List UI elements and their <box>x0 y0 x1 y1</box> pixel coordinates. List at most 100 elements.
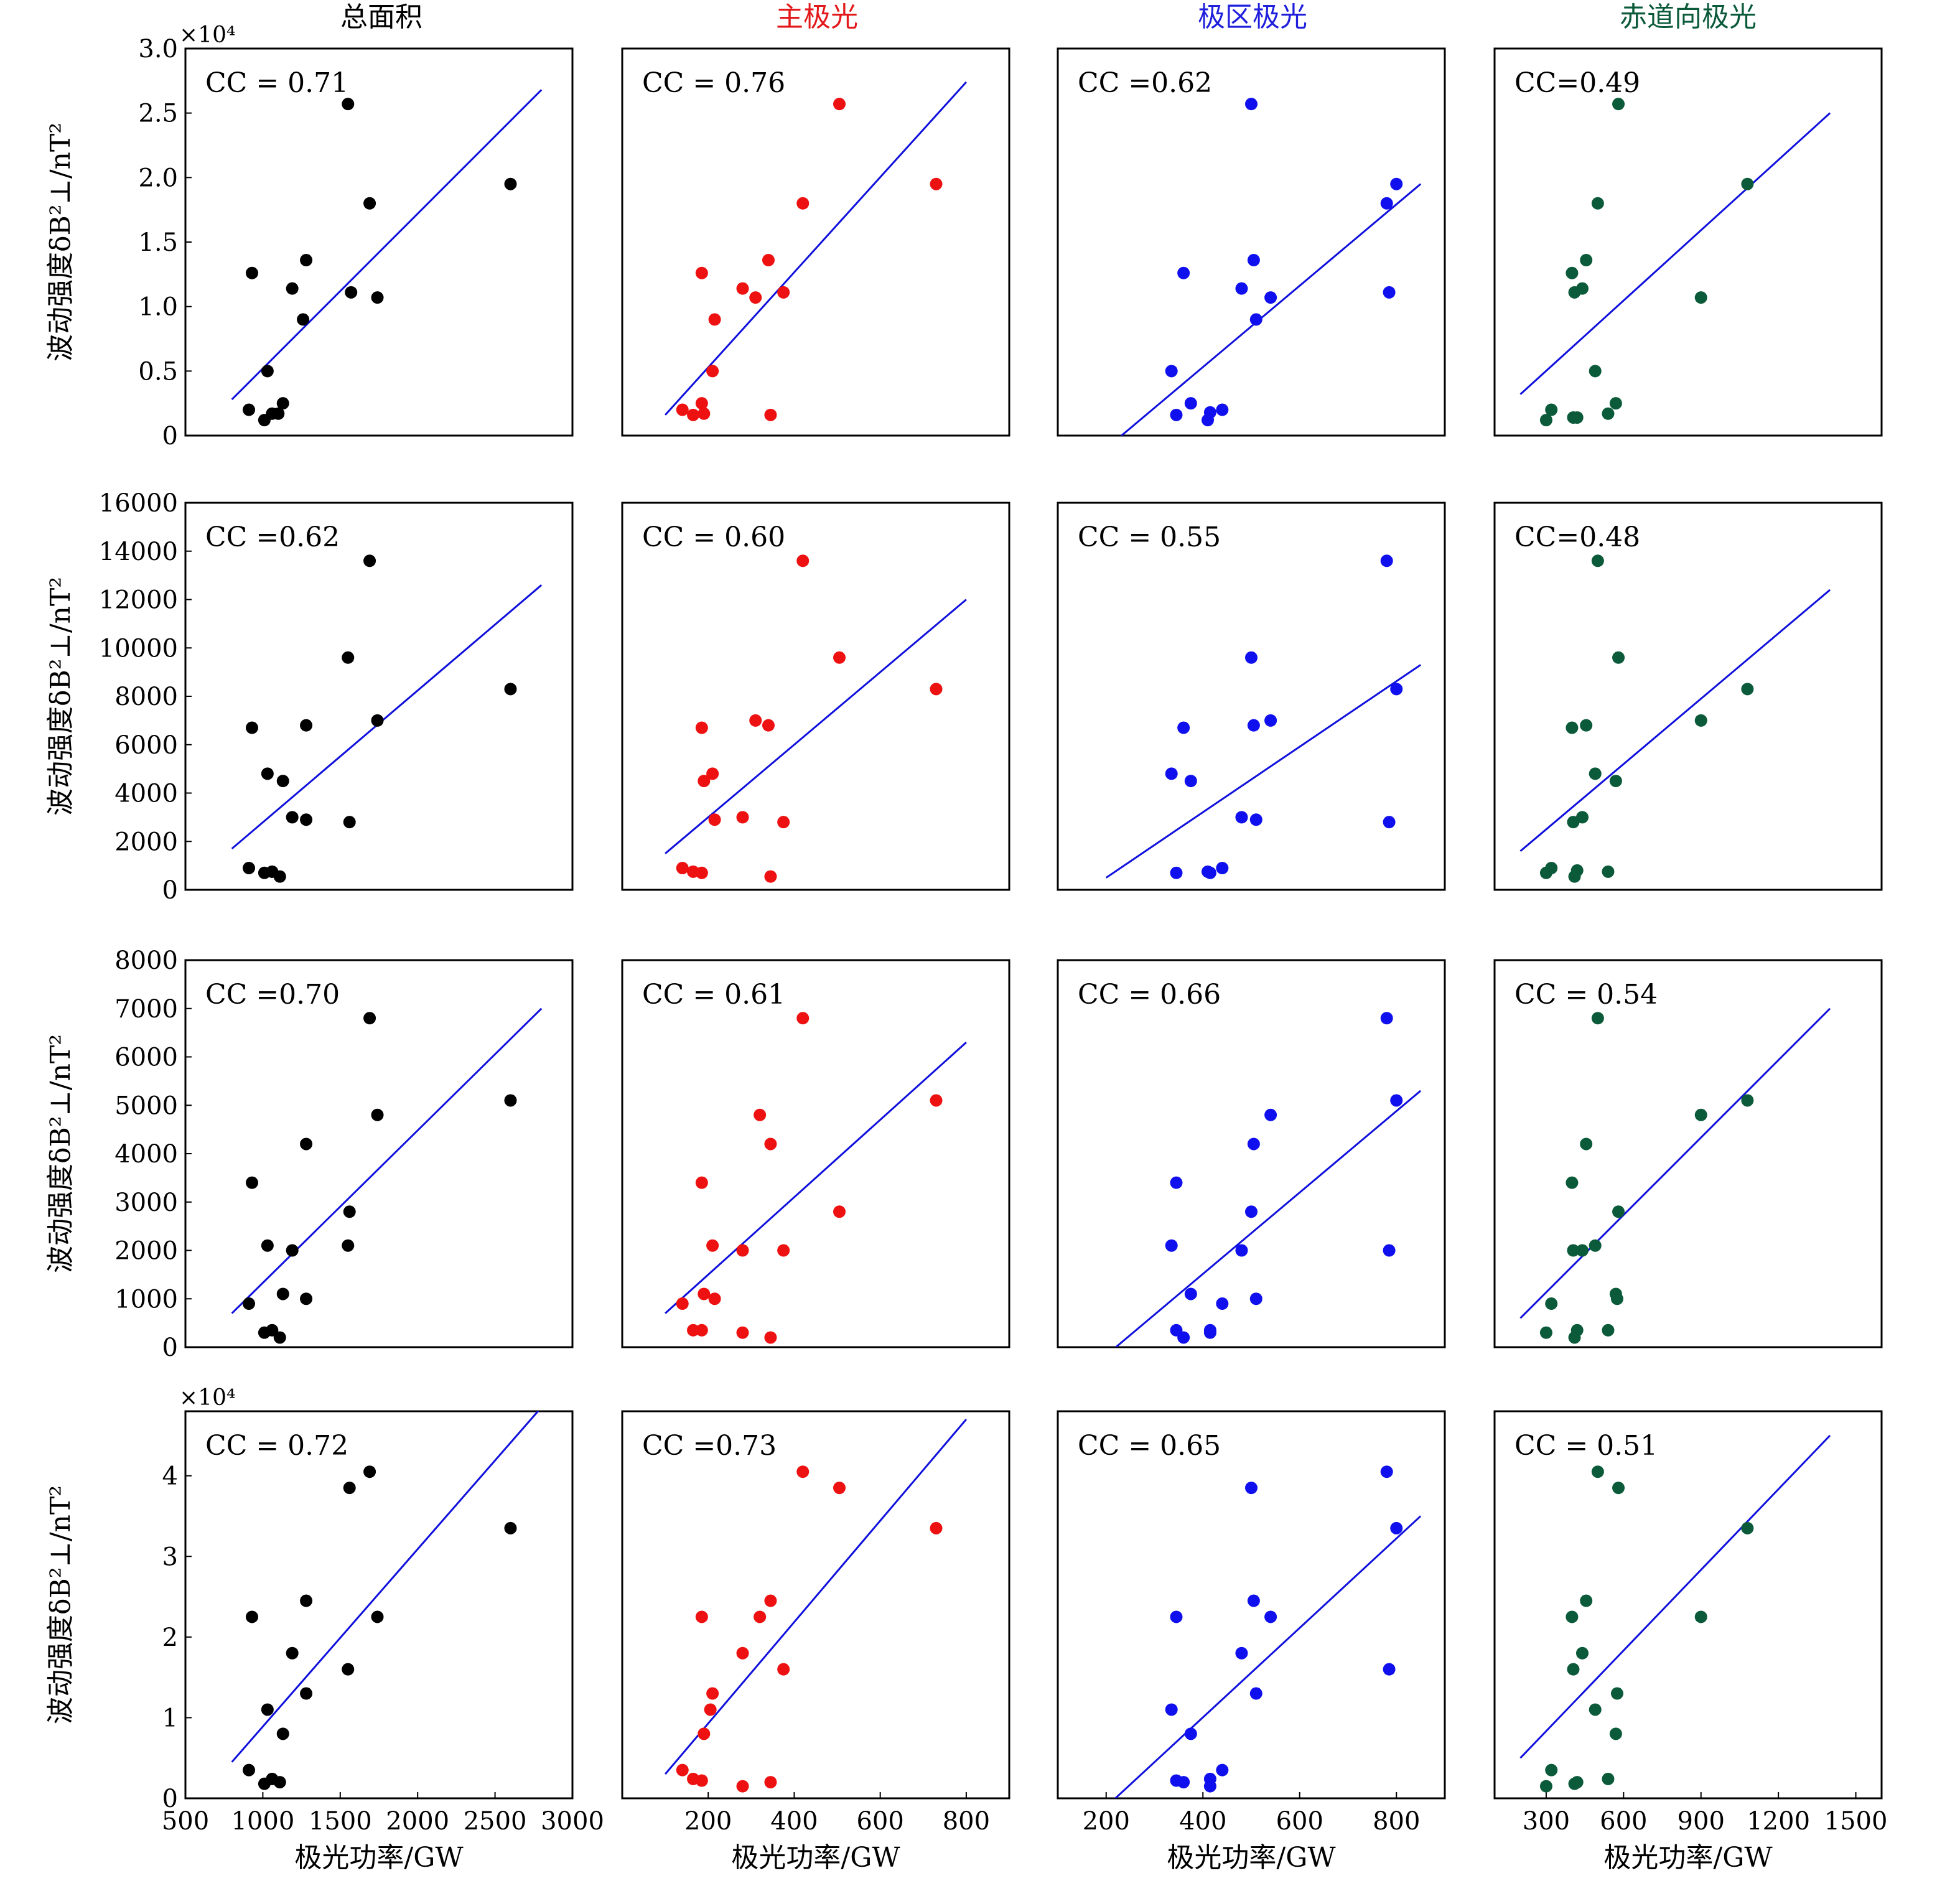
panel-r1-c2: CC = 0.55 <box>1057 502 1446 891</box>
data-point <box>754 1610 767 1623</box>
data-point <box>300 1292 313 1305</box>
y-tick-label: 14000 <box>99 538 178 566</box>
data-point <box>1390 1094 1403 1107</box>
data-point <box>261 1703 274 1716</box>
x-tick-label: 400 <box>770 1807 818 1836</box>
fit-line <box>1120 183 1422 436</box>
data-point <box>342 651 355 664</box>
x-tick-label: 1500 <box>1824 1807 1888 1836</box>
data-point <box>1216 862 1229 875</box>
data-point <box>1235 1646 1248 1660</box>
data-point <box>1545 862 1558 875</box>
fit-line <box>231 1007 543 1314</box>
data-point <box>1570 411 1584 424</box>
panel-r2-c0: 0 1000 2000 3000 4000 5000 6000 7000 8000 CC =0.7… <box>45 946 574 1362</box>
fit-line <box>1519 1434 1831 1759</box>
data-point <box>276 1727 289 1740</box>
data-point <box>1247 1594 1260 1607</box>
data-point <box>371 714 384 727</box>
data-point <box>1741 177 1754 190</box>
cc-label: CC = 0.72 <box>205 1430 348 1462</box>
data-point <box>1177 1776 1190 1789</box>
y-tick-label: 1.0 <box>138 293 178 322</box>
data-point <box>1545 403 1558 416</box>
data-point <box>695 1324 708 1337</box>
data-point <box>1383 1663 1396 1676</box>
data-point <box>1580 1594 1593 1607</box>
y-tick-label: 6000 <box>114 731 178 760</box>
data-point <box>243 403 256 416</box>
data-point <box>1545 1297 1558 1310</box>
data-point <box>273 1331 286 1344</box>
panel-r2-c2: CC = 0.66 <box>1057 959 1446 1348</box>
x-tick-label: 200 <box>1083 1807 1130 1836</box>
data-point <box>1165 365 1178 378</box>
data-point <box>1612 1482 1625 1495</box>
y-tick-label: 2000 <box>114 828 178 856</box>
data-point <box>1612 98 1625 111</box>
cc-label: CC = 0.60 <box>642 521 785 553</box>
data-point <box>1249 1687 1262 1700</box>
plot-frame <box>621 502 1010 891</box>
y-tick-label: 12000 <box>99 586 178 615</box>
cc-label: CC = 0.76 <box>642 67 785 99</box>
data-point <box>1216 403 1229 416</box>
data-point <box>1694 714 1707 727</box>
y-multiplier: ×10⁴ <box>179 22 235 48</box>
data-point <box>1390 177 1403 190</box>
data-point <box>276 1287 289 1301</box>
y-tick-label: 0 <box>162 1785 178 1813</box>
y-tick-label: 1000 <box>114 1285 178 1314</box>
data-point <box>245 1176 258 1189</box>
data-point <box>1580 254 1593 267</box>
panel-r3-c1: 200 400 600 800 CC =0.73 极光功率/GW <box>621 1410 1010 1874</box>
data-point <box>1264 1610 1277 1623</box>
data-point <box>1539 414 1552 427</box>
panel-r2-c1: CC = 0.61 <box>621 959 1010 1348</box>
x-tick-label: 800 <box>1373 1807 1420 1836</box>
data-point <box>833 98 846 111</box>
data-point <box>695 866 708 879</box>
panel-r0-c1: CC = 0.76 <box>621 47 1010 437</box>
data-point <box>1245 1205 1258 1218</box>
y-axis-label: 波动强度δB²⊥/nT² <box>45 123 77 362</box>
data-point <box>1245 651 1258 664</box>
data-point <box>1177 266 1190 279</box>
data-point <box>1235 811 1248 824</box>
data-point <box>695 1610 708 1623</box>
data-point <box>764 408 777 421</box>
data-point <box>930 177 943 190</box>
data-point <box>1591 1465 1604 1478</box>
cc-label: CC =0.70 <box>205 979 340 1011</box>
y-tick-label: 8000 <box>114 946 178 975</box>
x-tick-label: 800 <box>943 1807 990 1836</box>
x-tick-label: 400 <box>1179 1807 1226 1836</box>
data-point <box>1589 767 1602 780</box>
data-point <box>342 98 355 111</box>
data-point <box>343 816 356 829</box>
data-point <box>1545 1763 1558 1777</box>
data-point <box>762 254 775 267</box>
data-point <box>343 1205 356 1218</box>
data-point <box>1612 651 1625 664</box>
data-point <box>300 254 313 267</box>
data-point <box>1575 282 1589 295</box>
data-point <box>1575 1244 1589 1257</box>
data-point <box>245 721 258 734</box>
data-point <box>1170 408 1183 421</box>
fit-line <box>231 1411 539 1763</box>
data-point <box>276 397 289 410</box>
data-point <box>1184 397 1197 410</box>
y-tick-label: 0 <box>162 876 178 905</box>
data-point <box>1575 1646 1589 1660</box>
data-point <box>687 408 700 421</box>
data-point <box>243 862 256 875</box>
fit-line <box>1105 664 1421 879</box>
data-point <box>736 282 749 295</box>
data-point <box>1203 866 1216 879</box>
data-point <box>1264 291 1277 304</box>
plot-frame <box>184 47 574 437</box>
data-point <box>764 1331 777 1344</box>
data-point <box>1247 1137 1260 1151</box>
x-tick-label: 2500 <box>464 1807 527 1836</box>
